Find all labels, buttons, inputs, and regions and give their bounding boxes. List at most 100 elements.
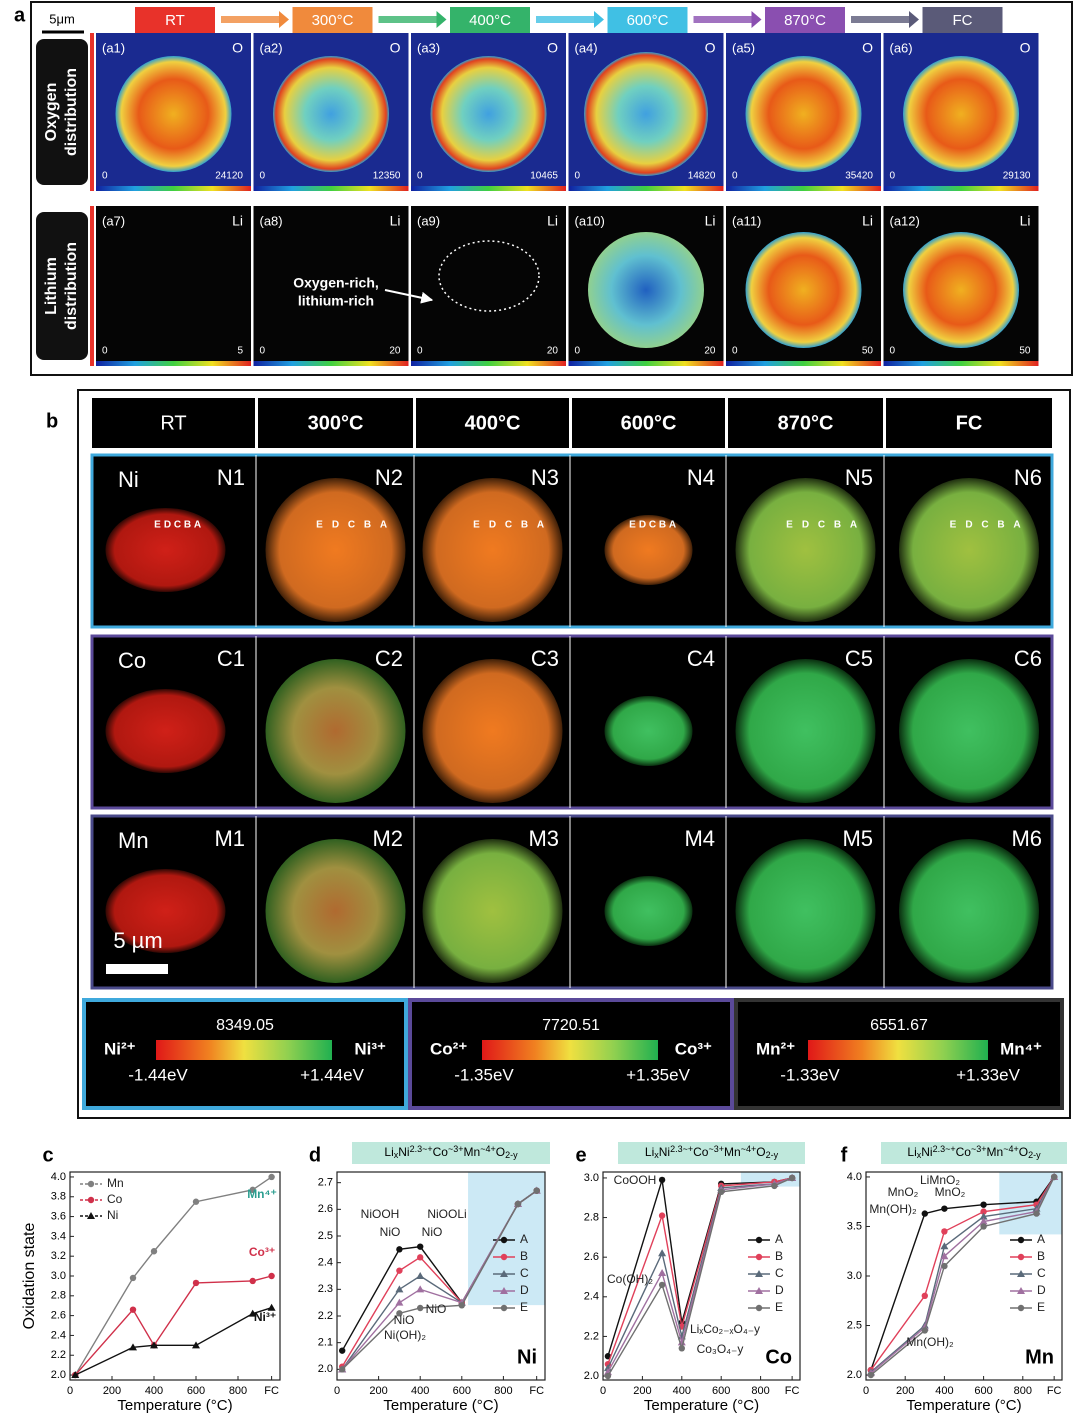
y-tick-label: 3.0 xyxy=(847,1270,862,1282)
probe-point: A xyxy=(1013,520,1020,531)
probe-point: E xyxy=(473,520,480,531)
colorbar-low: -1.44eV xyxy=(128,1065,188,1084)
tile-id: (a5) xyxy=(732,40,755,55)
point xyxy=(249,1277,256,1285)
legend-marker xyxy=(755,1270,763,1277)
stage-arrow xyxy=(378,16,437,23)
point xyxy=(267,1303,276,1311)
tile-max: 50 xyxy=(862,346,874,357)
annotation: NiO xyxy=(394,1313,415,1327)
tile-id: (a10) xyxy=(575,213,605,228)
tile-colorbar xyxy=(96,186,251,191)
image-id: C4 xyxy=(687,646,715,671)
point xyxy=(396,1267,403,1274)
probe-point: A xyxy=(194,520,201,531)
stage-arrow-head xyxy=(594,11,604,28)
probe-point: C xyxy=(649,520,656,531)
map-tile xyxy=(96,206,251,366)
tile-max: 24120 xyxy=(215,171,243,182)
x-axis-label: Temperature (°C) xyxy=(117,1397,232,1413)
formula-part: ~4+ xyxy=(480,1144,496,1154)
legend-label: Ni xyxy=(107,1208,118,1222)
y-tick-label: 2.7 xyxy=(318,1177,333,1189)
particle xyxy=(745,232,862,348)
legend-marker xyxy=(500,1253,508,1261)
particle xyxy=(735,659,876,803)
point xyxy=(129,1306,137,1313)
point xyxy=(129,1343,137,1351)
annotation: CoOOH xyxy=(614,1173,657,1187)
probe-point: D xyxy=(489,520,496,531)
particle xyxy=(604,696,693,766)
tile-colorbar xyxy=(96,361,251,366)
image-id: M5 xyxy=(842,826,873,851)
y-tick-label: 3.2 xyxy=(51,1250,66,1262)
point xyxy=(1050,1173,1058,1181)
x-tick-label: 400 xyxy=(935,1385,953,1397)
particle xyxy=(273,56,389,172)
y-tick-label: 2.6 xyxy=(51,1310,66,1322)
particle xyxy=(265,478,406,622)
probe-point: E xyxy=(629,520,636,531)
probe-point: E xyxy=(154,520,161,531)
image-id: M1 xyxy=(214,826,245,851)
probe-point: E xyxy=(950,520,957,531)
image-id: C1 xyxy=(217,646,245,671)
series-line xyxy=(870,1176,1055,1374)
legend-marker xyxy=(755,1287,763,1294)
probe-point: B xyxy=(997,520,1004,531)
tile-min: 0 xyxy=(732,171,738,182)
image-row xyxy=(90,453,1054,629)
legend-marker xyxy=(87,1212,95,1219)
point xyxy=(788,1174,796,1182)
stage-box xyxy=(765,7,845,33)
formula-part: Ni xyxy=(921,1145,932,1159)
legend-label: Mn xyxy=(107,1176,124,1190)
probe-point: D xyxy=(965,520,972,531)
stage-arrow xyxy=(536,16,594,23)
colorbar-right: Co³⁺ xyxy=(675,1039,712,1058)
colorbar-high: +1.33eV xyxy=(956,1065,1020,1084)
formula-part: Mn xyxy=(724,1145,741,1159)
image-id: M6 xyxy=(1011,826,1042,851)
legend-marker xyxy=(87,1196,95,1204)
point xyxy=(192,1279,200,1287)
legend-label: D xyxy=(775,1283,784,1297)
tile-colorbar xyxy=(253,361,409,366)
x-tick-label: 800 xyxy=(494,1385,512,1397)
legend-marker xyxy=(1017,1287,1025,1294)
point xyxy=(980,1223,987,1230)
x-tick-label: 200 xyxy=(633,1385,651,1397)
formula: LixNi2.3~+Co~3+Mn~4+O2-y xyxy=(645,1144,779,1160)
annotation: LiMnO₂ xyxy=(920,1173,960,1187)
stage-label: 600°C xyxy=(627,12,669,29)
formula-part: ~4+ xyxy=(1003,1144,1019,1154)
y-tick-label: 2.4 xyxy=(318,1257,333,1269)
y-tick-label: 2.0 xyxy=(318,1363,333,1375)
x-tick-label: 200 xyxy=(896,1385,914,1397)
panel-label: b xyxy=(46,410,58,432)
point xyxy=(339,1366,346,1373)
tile-colorbar xyxy=(726,186,881,191)
tile-element: O xyxy=(705,40,716,56)
point xyxy=(339,1347,346,1354)
probe-point: B xyxy=(834,520,841,531)
formula-part: Li xyxy=(907,1145,916,1159)
scale-bar xyxy=(106,964,168,974)
y-tick-label: 2.4 xyxy=(584,1291,599,1303)
header-label: RT xyxy=(160,412,186,434)
panel-a-frame xyxy=(30,1,1073,376)
series-line xyxy=(341,1190,538,1370)
formula-part: ~3+ xyxy=(708,1144,724,1154)
panel-label: f xyxy=(841,1144,848,1166)
tile-colorbar xyxy=(883,186,1039,191)
annotation: LiₓCo₂₋ₓO₄₋y xyxy=(690,1322,760,1336)
colorbar-left: Mn²⁺ xyxy=(756,1039,795,1058)
tile-element: O xyxy=(232,40,243,56)
y-tick-label: 2.4 xyxy=(51,1329,66,1341)
point xyxy=(417,1243,424,1250)
probe-point: A xyxy=(850,520,857,531)
annotation: Mn(OH)₂ xyxy=(906,1335,954,1349)
point xyxy=(416,1285,425,1293)
panel-label: d xyxy=(309,1144,321,1166)
